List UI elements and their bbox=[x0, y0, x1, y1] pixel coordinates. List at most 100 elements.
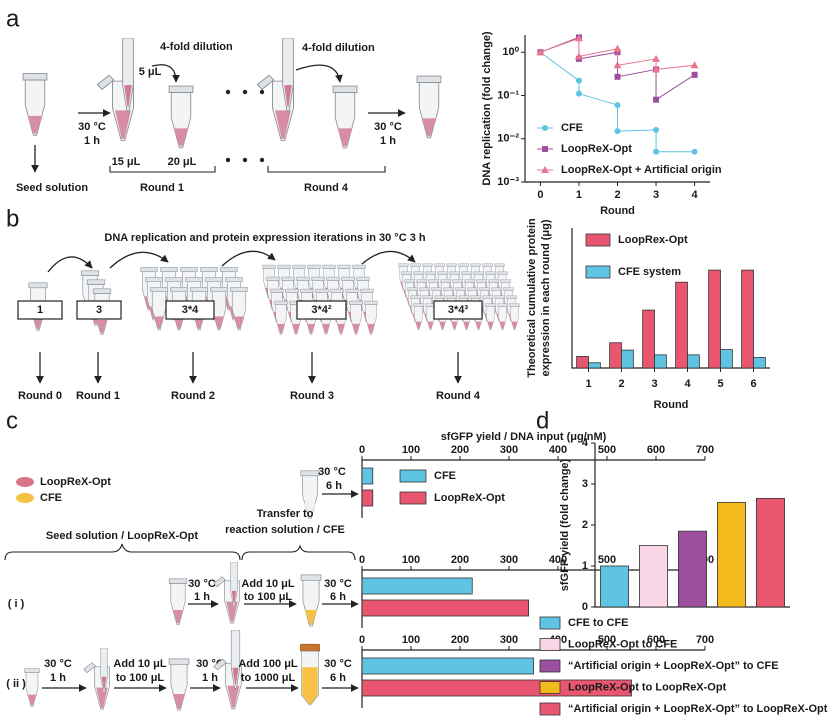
x-tick-label: 500 bbox=[598, 554, 616, 566]
bar bbox=[756, 497, 785, 608]
marker bbox=[541, 166, 549, 173]
legend-label: LoopReX-Opt bbox=[40, 476, 111, 488]
label: 30 °C bbox=[324, 658, 352, 670]
tube bbox=[300, 574, 322, 627]
diagram-c: LoopReX-Opt CFE 30 °C 6 h Seed solution … bbox=[4, 466, 359, 711]
box bbox=[76, 300, 122, 320]
arrow bbox=[295, 64, 343, 83]
panel-label: d bbox=[536, 407, 549, 434]
tube bbox=[349, 300, 363, 335]
bar bbox=[576, 356, 589, 369]
x-tick-label: 0 bbox=[359, 554, 365, 566]
x-tick-label: 1 bbox=[576, 189, 582, 201]
x-tick-label: 4 bbox=[692, 189, 699, 201]
x-tick-label: 6 bbox=[750, 378, 756, 390]
x-axis-label: Round bbox=[654, 399, 689, 411]
tube bbox=[364, 300, 378, 335]
bar bbox=[361, 489, 374, 507]
x-tick-label: 100 bbox=[402, 444, 420, 456]
x-tick-label: 0 bbox=[359, 444, 365, 456]
tube bbox=[485, 303, 496, 331]
diagram-a: 4-fold dilution 5 μL 4-fold dilution 30 … bbox=[16, 38, 442, 194]
arrow bbox=[151, 64, 180, 83]
marker bbox=[653, 96, 660, 103]
axis bbox=[571, 228, 770, 369]
tube bbox=[22, 73, 48, 136]
label: Seed solution bbox=[16, 182, 88, 194]
category-label: ( i ) bbox=[8, 598, 25, 610]
legend-swatch bbox=[539, 659, 561, 673]
legend-swatch bbox=[539, 702, 561, 716]
box-label: 3 bbox=[96, 304, 102, 316]
label: 6 h bbox=[326, 480, 342, 492]
x-tick-label: 600 bbox=[647, 444, 665, 456]
box-label: 3*4³ bbox=[448, 304, 469, 316]
x-tick-label: 200 bbox=[451, 444, 469, 456]
x-tick-label: 3 bbox=[653, 189, 659, 201]
marker bbox=[575, 90, 582, 97]
round-label: Round 4 bbox=[436, 390, 481, 402]
bar bbox=[639, 545, 668, 608]
marker bbox=[614, 102, 621, 109]
arrow bbox=[47, 256, 93, 273]
legend-swatch bbox=[585, 233, 611, 247]
label: 4-fold dilution bbox=[160, 41, 233, 53]
tube bbox=[416, 75, 442, 139]
tube bbox=[230, 286, 248, 331]
bar bbox=[675, 281, 688, 369]
y-tick-label: 10⁻² bbox=[497, 133, 519, 145]
label: 1 h bbox=[84, 135, 100, 147]
legend-label: CFE bbox=[434, 470, 456, 482]
tube bbox=[168, 658, 190, 711]
x-tick-label: 2 bbox=[618, 378, 624, 390]
legend-label: LoopReX-Opt bbox=[561, 143, 632, 155]
legend-swatch bbox=[399, 491, 427, 505]
tube bbox=[332, 85, 358, 149]
y-axis-label: DNA replication (fold change) bbox=[481, 31, 493, 186]
y-tick-label: 4 bbox=[582, 437, 589, 449]
x-tick-label: 100 bbox=[402, 634, 420, 646]
label: 30 °C bbox=[188, 578, 216, 590]
y-tick-label: 10⁻³ bbox=[497, 176, 519, 188]
label: 6 h bbox=[330, 672, 346, 684]
legend-label: “Artificial origin + LoopReX-Opt” to Loo… bbox=[568, 703, 828, 715]
x-tick-label: 300 bbox=[500, 634, 518, 646]
category-label: ( ii ) bbox=[6, 678, 26, 690]
panel-label: a bbox=[6, 5, 20, 32]
marker bbox=[613, 61, 622, 69]
round-label: Round 3 bbox=[290, 390, 334, 402]
x-tick-label: 700 bbox=[696, 634, 714, 646]
marker bbox=[613, 44, 622, 52]
legend-label: LoopReX-Opt + Artificial origin bbox=[561, 164, 722, 176]
legend-label: LoopRex-Opt bbox=[618, 234, 688, 246]
marker bbox=[690, 61, 699, 69]
tube bbox=[168, 578, 188, 625]
bar bbox=[361, 679, 632, 697]
legend-swatch bbox=[16, 477, 34, 487]
label: 30 °C bbox=[318, 466, 346, 478]
label: reaction solution / CFE bbox=[225, 524, 345, 536]
x-tick-label: 500 bbox=[598, 444, 616, 456]
legend-label: CFE bbox=[561, 122, 583, 134]
legend-swatch bbox=[16, 493, 34, 503]
bar bbox=[687, 354, 700, 369]
label: 15 μL bbox=[112, 156, 141, 168]
bar bbox=[361, 577, 473, 595]
tube bbox=[413, 303, 424, 331]
y-tick-label: 10⁰ bbox=[502, 46, 519, 58]
marker bbox=[653, 148, 660, 155]
y-tick-label: 0 bbox=[582, 601, 588, 613]
label: Add 100 μL bbox=[238, 658, 298, 670]
x-tick-label: 5 bbox=[717, 378, 723, 390]
marker bbox=[542, 125, 548, 131]
round-label: Round 0 bbox=[18, 390, 62, 402]
legend-swatch bbox=[539, 638, 561, 651]
y-axis-label: Theoretical cumulative protein bbox=[526, 218, 538, 378]
tube bbox=[150, 286, 168, 331]
round-label: Round 1 bbox=[76, 390, 120, 402]
bar bbox=[361, 467, 374, 485]
legend-label: CFE bbox=[40, 492, 62, 504]
tube bbox=[168, 85, 194, 149]
round-label: Round 2 bbox=[171, 390, 215, 402]
marker bbox=[536, 48, 545, 56]
